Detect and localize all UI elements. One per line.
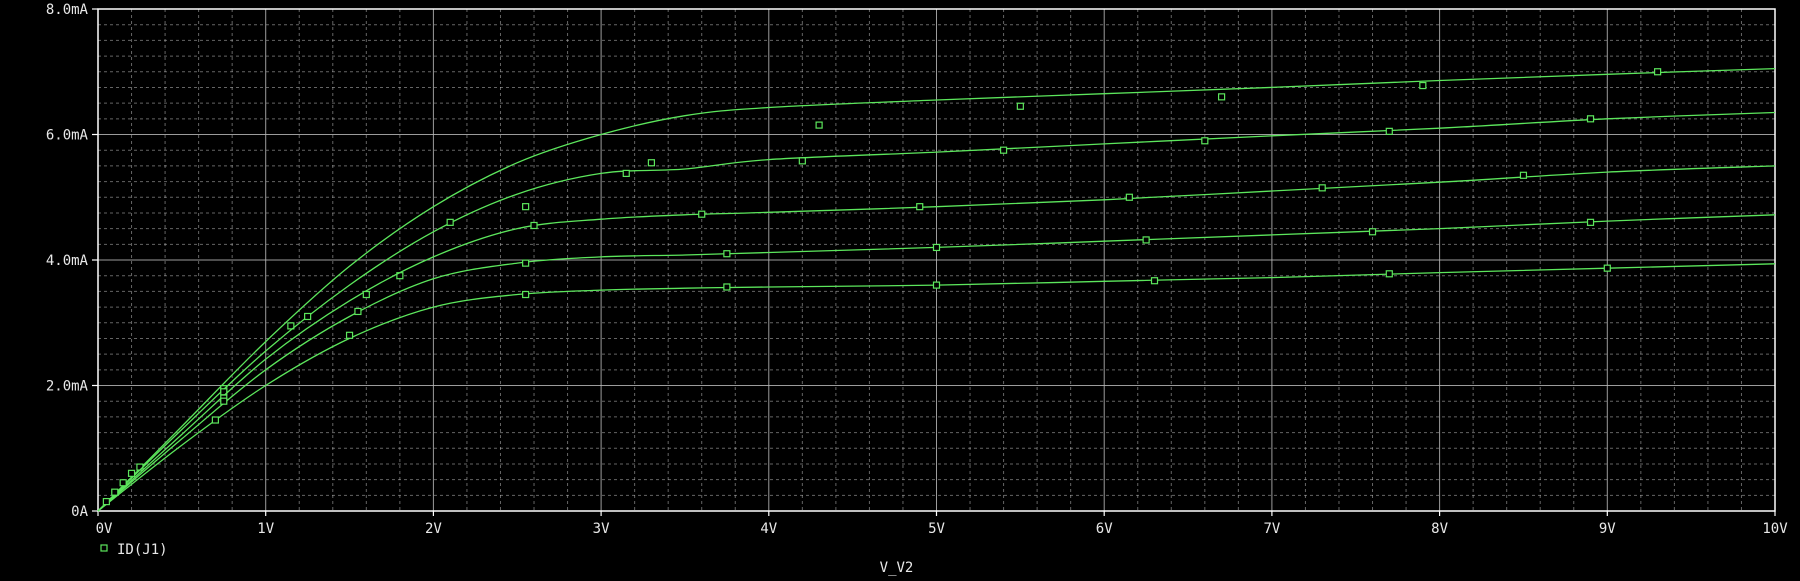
legend-label: ID(J1)	[117, 542, 168, 558]
series-marker	[345, 331, 354, 339]
series-marker	[1368, 228, 1377, 236]
y-tick-label: 6.0mA	[46, 128, 89, 144]
series-marker	[522, 203, 530, 211]
series-line-2	[97, 111, 1776, 512]
series-marker	[932, 281, 941, 289]
series-marker	[304, 312, 312, 321]
series-marker	[815, 121, 823, 129]
x-tick-label: 2V	[425, 521, 442, 537]
series-marker	[1201, 137, 1209, 145]
series-marker	[1150, 277, 1159, 285]
x-tick-label: 8V	[1431, 521, 1448, 537]
y-tick-label: 4.0mA	[46, 253, 89, 269]
series-marker	[916, 203, 924, 211]
series-marker	[522, 259, 530, 267]
series-marker	[354, 307, 362, 316]
series-line-5	[97, 263, 1776, 512]
x-tick-label: 5V	[928, 521, 945, 537]
series-marker	[1586, 115, 1595, 123]
series-marker	[362, 290, 370, 299]
series-marker	[522, 290, 530, 299]
y-tick-label: 8.0mA	[46, 2, 89, 18]
series-marker	[1385, 127, 1393, 135]
legend-marker	[100, 544, 108, 552]
series-marker	[1217, 93, 1226, 101]
series-marker	[999, 146, 1008, 154]
series-marker	[723, 250, 731, 258]
y-tick-label: 0A	[71, 504, 88, 520]
grid	[97, 8, 1776, 512]
series-marker	[446, 218, 454, 226]
x-tick-label: 6V	[1096, 521, 1113, 537]
series-marker	[111, 488, 119, 496]
series-marker	[211, 416, 219, 424]
series-marker	[1016, 102, 1024, 110]
x-tick-label: 3V	[593, 521, 610, 537]
series-line-4	[97, 214, 1776, 512]
series-marker	[1125, 193, 1133, 201]
series-marker	[1142, 236, 1150, 244]
series-marker	[287, 322, 295, 330]
series-marker	[220, 397, 228, 405]
x-tick-label: 9V	[1599, 521, 1616, 537]
tick-labels: 0V 1V 2V 3V 4V 5V 6V 7V 8V 9V 10V 0A 2.0mA 4.0mA 6.0mA…	[46, 2, 1788, 576]
x-axis-label: V_V2	[880, 560, 914, 576]
series-marker	[647, 159, 656, 167]
series-marker	[1654, 68, 1662, 76]
series-marker	[1385, 270, 1393, 278]
series-marker	[798, 157, 806, 165]
x-tick-label: 4V	[760, 521, 777, 537]
series-marker	[723, 283, 731, 291]
x-tick-label: 0V	[96, 521, 113, 537]
series-marker	[1586, 218, 1595, 226]
series-marker	[1419, 81, 1427, 90]
x-tick-label: 7V	[1263, 521, 1280, 537]
series-marker	[932, 243, 941, 252]
series-line-1	[97, 67, 1776, 512]
series-marker	[127, 469, 136, 477]
series-marker	[119, 479, 127, 487]
legend: ID(J1)	[100, 542, 168, 558]
series-marker	[622, 169, 630, 178]
x-tick-label: 10V	[1762, 521, 1788, 537]
series	[97, 67, 1776, 512]
series-marker	[530, 221, 538, 230]
x-tick-label: 1V	[257, 521, 274, 537]
series-line-3	[97, 165, 1776, 512]
series-marker	[1318, 184, 1326, 192]
axes	[92, 8, 1776, 516]
series-marker	[1603, 264, 1611, 272]
series-marker	[1519, 171, 1528, 179]
series-marker	[102, 497, 110, 506]
series-marker	[698, 210, 706, 218]
y-tick-label: 2.0mA	[46, 379, 89, 395]
